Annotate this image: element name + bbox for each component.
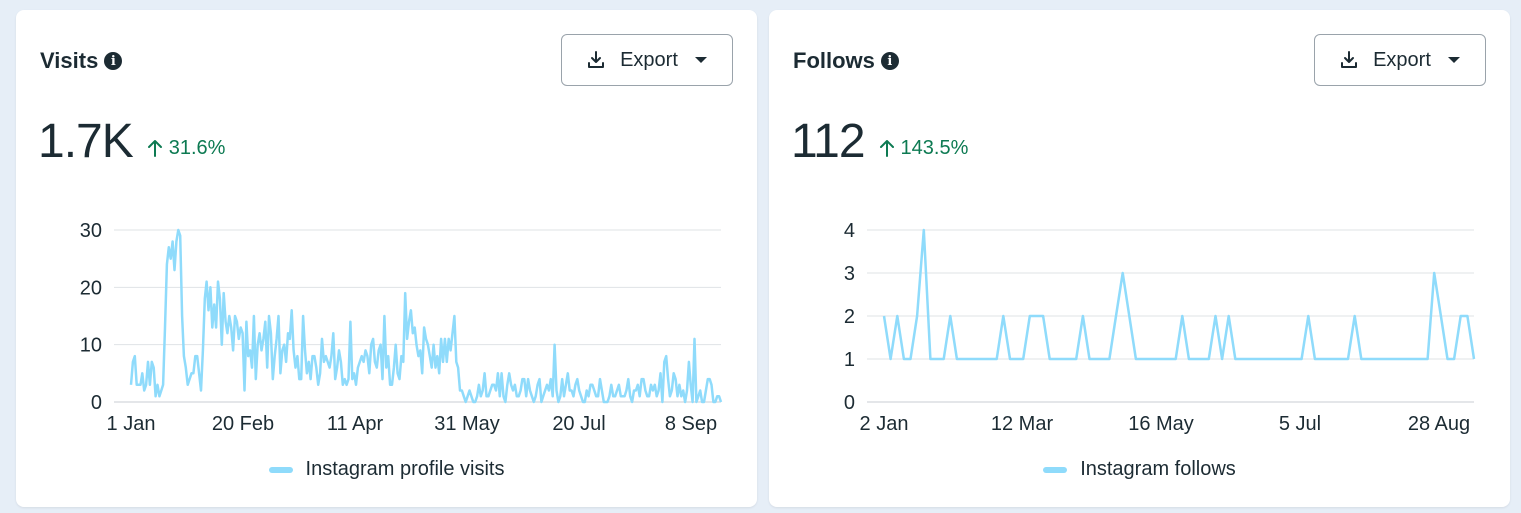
x-tick-label: 28 Aug	[1408, 413, 1470, 435]
follows-legend: Instagram follows	[769, 458, 1510, 481]
download-icon	[1339, 50, 1359, 70]
visits-legend-label: Instagram profile visits	[305, 458, 505, 480]
x-tick-label: 11 Apr	[327, 413, 384, 435]
follows-kpi-change-text: 143.5%	[900, 136, 969, 159]
x-tick-label: 5 Jul	[1279, 413, 1321, 435]
series-line	[129, 228, 723, 404]
follows-export-button[interactable]: Export	[1314, 34, 1486, 86]
y-tick-label: 20	[80, 277, 102, 299]
visits-kpi: 1.7K 31.6%	[38, 114, 225, 169]
y-tick-label: 10	[80, 335, 102, 357]
visits-card: Visits i Export 1.7K 31.6% 0 10 20 30 1 Jan 2…	[16, 10, 757, 507]
visits-line-chart: 0 10 20 30 1 Jan 20 Feb 11 Apr 31 May 20 Jul 8 Se…	[80, 220, 723, 435]
follows-card: Follows i Export 112 143.5% 0 1 2 3 4 2 Jan 12…	[769, 10, 1510, 507]
visits-kpi-value: 1.7K	[38, 115, 134, 168]
y-tick-label: 0	[91, 392, 102, 414]
y-tick-label: 1	[844, 349, 855, 371]
series-line	[882, 228, 1476, 361]
legend-swatch	[268, 466, 293, 473]
visits-kpi-change-text: 31.6%	[168, 136, 226, 159]
y-tick-label: 4	[844, 220, 855, 242]
follows-kpi: 112 143.5%	[791, 114, 968, 169]
visits-title: Visits i	[40, 48, 123, 74]
x-tick-label: 12 Mar	[991, 413, 1054, 435]
visits-export-button[interactable]: Export	[561, 34, 733, 86]
y-tick-label: 2	[844, 306, 855, 328]
x-tick-label: 8 Sep	[665, 413, 717, 435]
x-tick-label: 1 Jan	[107, 413, 156, 435]
follows-line-chart: 0 1 2 3 4 2 Jan 12 Mar 16 May 5 Jul 28 Aug	[844, 220, 1476, 435]
caret-down-icon	[1447, 55, 1461, 65]
visits-legend: Instagram profile visits	[16, 458, 757, 481]
x-tick-label: 20 Feb	[212, 413, 274, 435]
info-icon[interactable]: i	[880, 52, 899, 70]
visits-export-label: Export	[620, 48, 678, 71]
visits-kpi-change: 31.6%	[147, 136, 226, 160]
arrow-up-icon	[879, 139, 895, 157]
follows-kpi-value: 112	[791, 115, 866, 168]
visits-title-text: Visits	[40, 48, 99, 73]
x-tick-label: 20 Jul	[552, 413, 605, 435]
info-icon[interactable]: i	[104, 52, 123, 70]
follows-title-text: Follows	[793, 48, 875, 73]
y-tick-label: 0	[844, 392, 855, 414]
y-tick-label: 3	[844, 263, 855, 285]
follows-kpi-change: 143.5%	[879, 136, 969, 160]
arrow-up-icon	[147, 139, 163, 157]
y-tick-label: 30	[80, 220, 102, 242]
legend-swatch	[1043, 466, 1068, 473]
x-tick-label: 2 Jan	[860, 413, 909, 435]
x-tick-label: 31 May	[434, 413, 500, 435]
follows-legend-label: Instagram follows	[1080, 458, 1236, 480]
x-tick-label: 16 May	[1128, 413, 1194, 435]
download-icon	[586, 50, 606, 70]
caret-down-icon	[694, 55, 708, 65]
follows-title: Follows i	[793, 48, 899, 74]
follows-export-label: Export	[1373, 48, 1431, 71]
